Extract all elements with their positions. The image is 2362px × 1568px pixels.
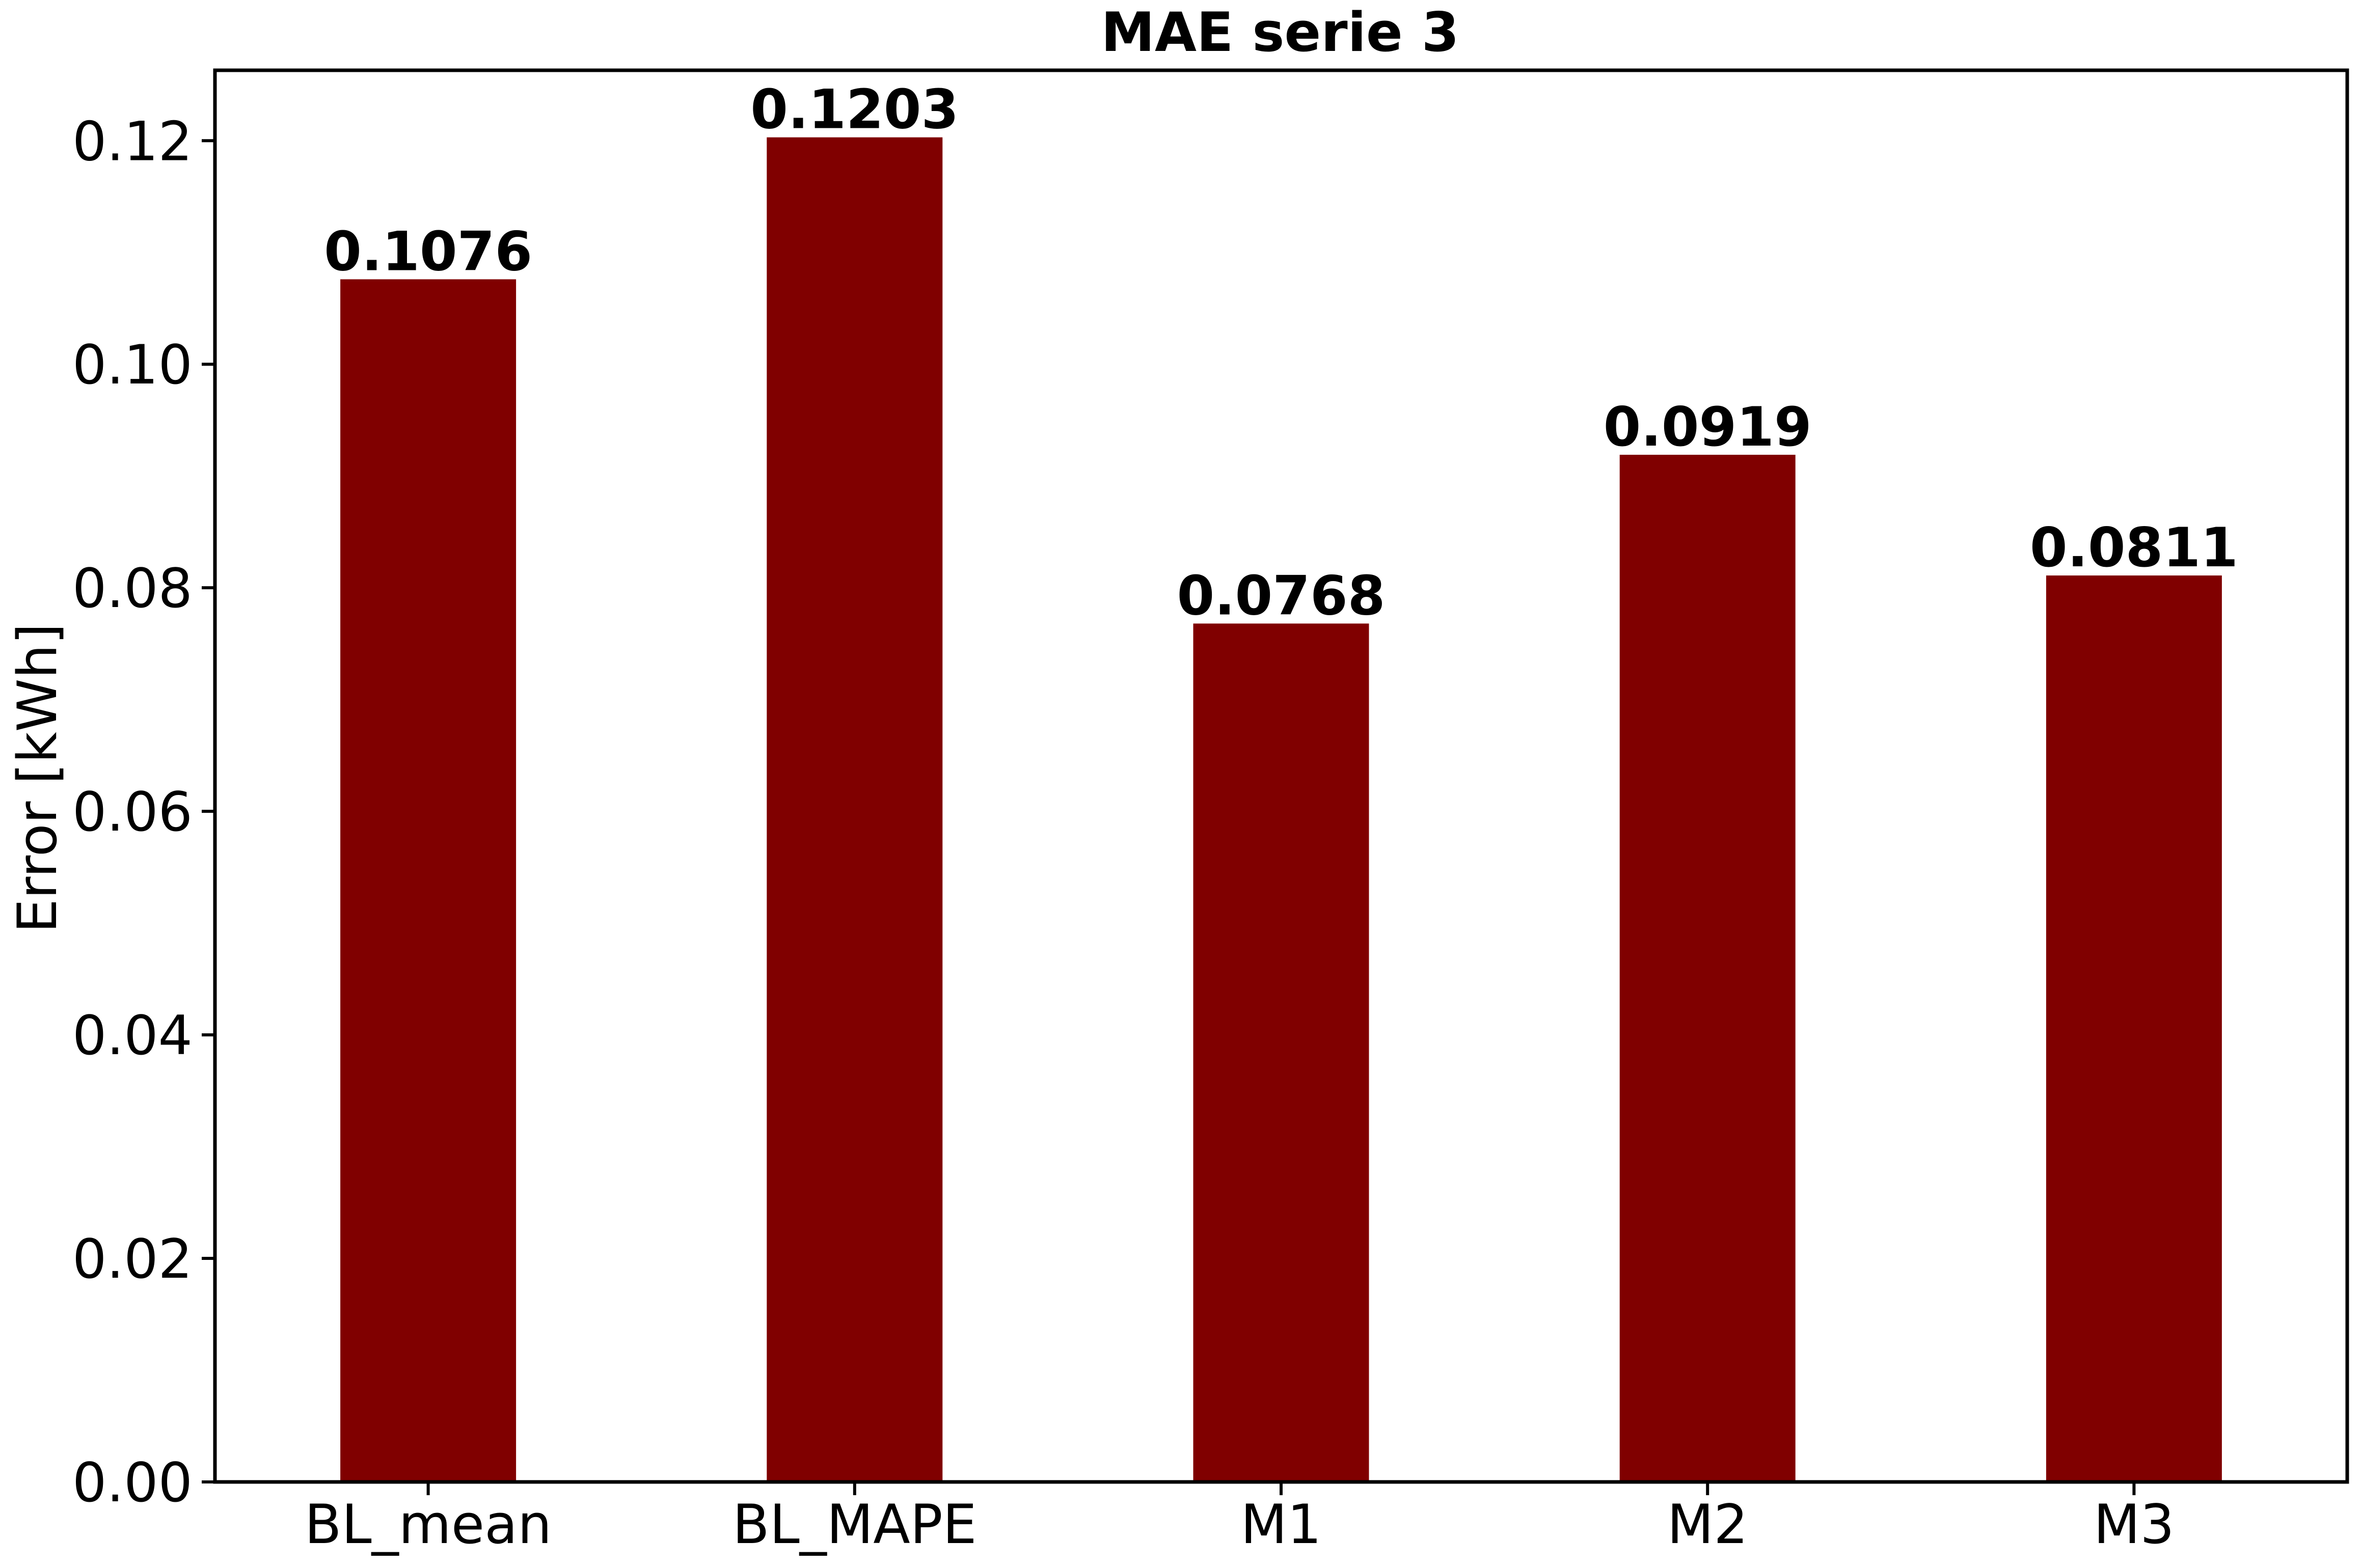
x-tick-label: M2 (1667, 1493, 1748, 1556)
x-tick-label: M3 (2094, 1493, 2175, 1556)
y-tick-label: 0.10 (72, 334, 193, 396)
bar (767, 137, 943, 1482)
bar (1193, 623, 1369, 1482)
x-tick-label: M1 (1241, 1493, 1322, 1556)
y-tick-label: 0.04 (72, 1004, 193, 1067)
bar-value-label: 0.1076 (324, 220, 532, 283)
y-tick-label: 0.00 (72, 1451, 193, 1514)
y-tick-label: 0.02 (72, 1228, 193, 1290)
bar (1619, 455, 1796, 1482)
y-tick-label: 0.12 (72, 110, 193, 173)
bar-value-label: 0.0811 (2030, 516, 2238, 579)
y-tick-label: 0.06 (72, 781, 193, 843)
bar (340, 279, 517, 1482)
bar-value-label: 0.0768 (1177, 564, 1385, 627)
x-tick-label: BL_mean (305, 1493, 552, 1556)
axes-frame (213, 68, 2349, 1484)
plot-area: 0.1076 0.1203 0.0768 0.0919 0.0811 0.00 0.02 0.… (72, 68, 2349, 1556)
x-tick-label: BL_MAPE (732, 1493, 977, 1556)
chart-title: MAE serie 3 (1101, 1, 1459, 64)
bar (2046, 575, 2222, 1482)
y-tick-label: 0.08 (72, 557, 193, 620)
bar-value-label: 0.0919 (1604, 396, 1812, 458)
y-axis-label: Error [kWh] (6, 623, 69, 933)
bar-value-label: 0.1203 (750, 78, 959, 141)
